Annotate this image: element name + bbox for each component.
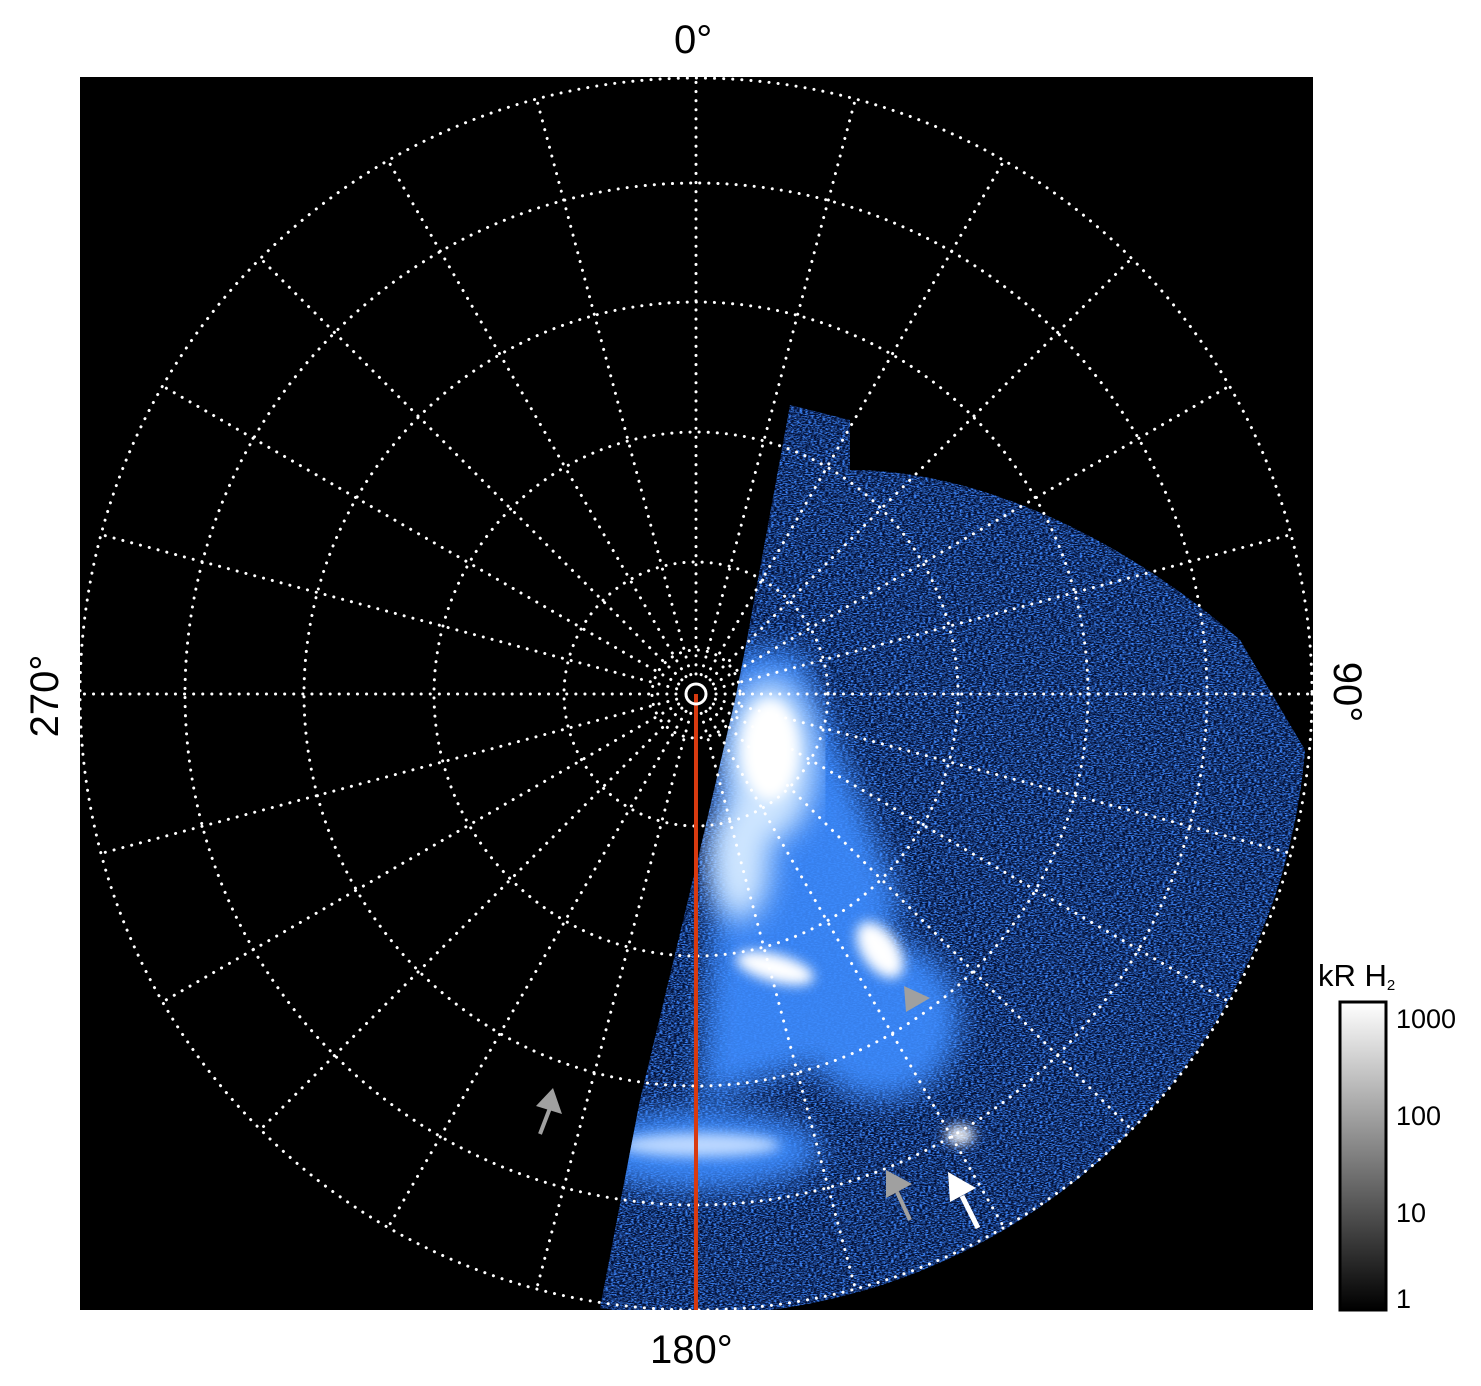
- meridian-line-grid: [711, 384, 1231, 686]
- label-90-deg: 90°: [1325, 661, 1369, 723]
- meridian-line-grid: [99, 697, 679, 855]
- meridian-line-grid: [711, 702, 1231, 1004]
- meridian-line-grid: [386, 709, 688, 1229]
- arrow-gray-1: [536, 1088, 562, 1135]
- label-270-deg: 270°: [23, 654, 67, 738]
- arrowhead-gray: [904, 986, 930, 1012]
- colorbar-tick-100: 100: [1396, 1101, 1442, 1131]
- latitude-circle: [562, 560, 830, 828]
- meridian-line-grid: [704, 159, 1006, 679]
- meridian-line-grid: [699, 711, 857, 1291]
- latitude-circle: [80, 77, 1313, 1310]
- colorbar-tick-10: 10: [1396, 1198, 1427, 1228]
- meridian-line-grid: [535, 711, 693, 1291]
- meridian-line-grid: [708, 706, 1134, 1132]
- arrow-gray-2: [886, 1170, 912, 1221]
- meridian-line-grid: [535, 97, 693, 677]
- latitude-circle: [432, 430, 960, 958]
- meridian-line-grid: [386, 159, 688, 679]
- meridian-line-grid: [713, 533, 1293, 691]
- pole-marker: [684, 682, 708, 706]
- label-0-deg: 0°: [674, 18, 713, 62]
- colorbar-title-subscript: 2: [1386, 977, 1396, 994]
- colorbar-title: kR H2: [1318, 960, 1395, 993]
- meridian-line-grid: [699, 97, 857, 677]
- colorbar-tick-1000: 1000: [1396, 1004, 1457, 1034]
- colorbar: [1338, 1000, 1388, 1312]
- meridian-line-grid: [99, 533, 679, 691]
- meridian-line-grid: [708, 256, 1134, 682]
- meridian-line-grid: [258, 706, 684, 1132]
- latitude-circle: [650, 648, 742, 740]
- meridian-line-grid: [258, 256, 684, 682]
- meridian-line-grid: [704, 709, 1006, 1229]
- arrow-white: [948, 1172, 981, 1230]
- meridian-line-grid: [161, 384, 681, 686]
- meridian-line-grid: [713, 697, 1293, 855]
- meridian-line-grid: [161, 702, 681, 1004]
- colorbar-tick-1: 1: [1396, 1284, 1412, 1314]
- colorbar-title-text: kR H: [1318, 958, 1387, 993]
- polar-grid: [80, 77, 1313, 1310]
- label-180-deg: 180°: [650, 1328, 733, 1372]
